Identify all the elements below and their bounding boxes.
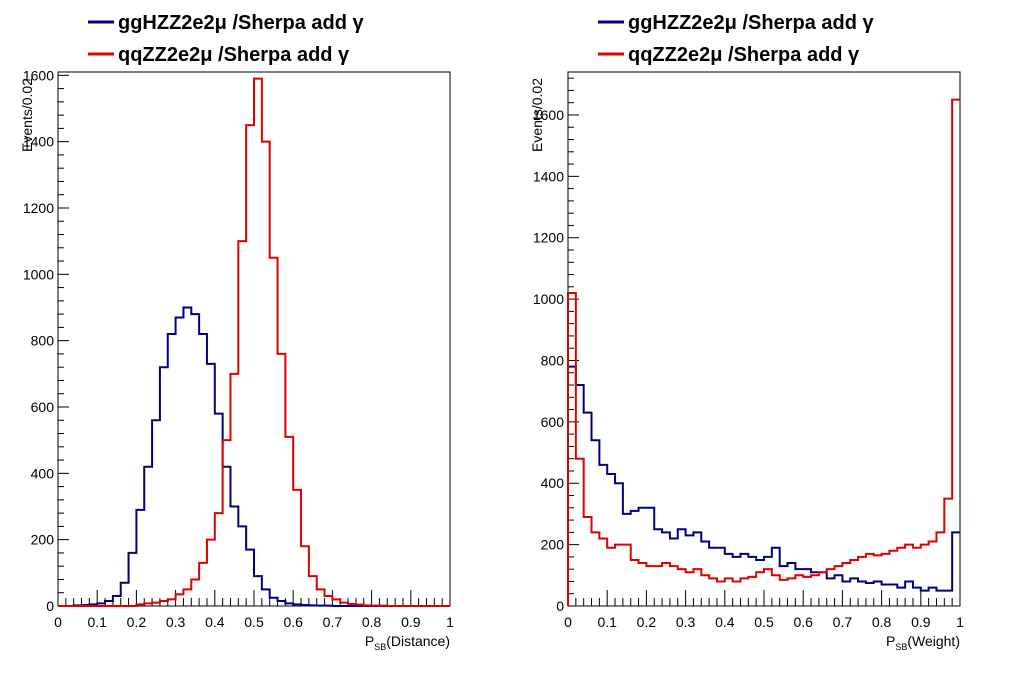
- legend-label: ggHZZ2e2μ /Sherpa add γ: [118, 12, 365, 34]
- plot-frame: [57, 71, 451, 607]
- x-axis-title-suffix: (Distance): [386, 633, 450, 649]
- x-tick-label: 0.2: [637, 614, 657, 630]
- x-tick-label: 0.8: [362, 614, 382, 630]
- histogram-series-1: [567, 365, 960, 606]
- x-tick-label: 0.3: [166, 614, 186, 630]
- x-tick-label: 0.4: [205, 614, 225, 630]
- x-tick-label: 0: [564, 614, 572, 630]
- x-tick-label: 0.8: [872, 614, 892, 630]
- x-axis-title-main: P: [365, 633, 374, 649]
- x-tick-label: 0.7: [323, 614, 343, 630]
- y-tick-label: 0: [556, 598, 564, 614]
- x-axis-title: PSB(Weight): [886, 633, 960, 652]
- x-tick-label: 0.9: [401, 614, 421, 630]
- x-axis-title-suffix: (Weight): [907, 633, 960, 649]
- x-tick-label: 0.5: [754, 614, 774, 630]
- right-histogram-panel: 0 0.1 0.2 0.3 0.4 0.5 0.6 0.7 0.8 0.9 1 0 200 400 600 8…: [529, 12, 964, 652]
- x-tick-label: 0.6: [283, 614, 303, 630]
- y-tick-label: 1600: [23, 67, 54, 83]
- x-tick-label: 0.1: [87, 614, 107, 630]
- x-tick-label: 0: [54, 614, 62, 630]
- y-tick-label: 800: [31, 333, 55, 349]
- y-tick-label: 800: [541, 352, 565, 368]
- y-tick-label: 1200: [533, 230, 564, 246]
- x-tick-label: 0.1: [597, 614, 617, 630]
- x-tick-label: 0.6: [793, 614, 813, 630]
- y-tick-label: 1600: [533, 107, 564, 123]
- y-tick-label: 1400: [23, 134, 54, 150]
- x-axis-title-subscript: SB: [374, 642, 386, 652]
- y-tick-label: 200: [541, 537, 565, 553]
- histogram-series-2: [567, 98, 960, 606]
- y-axis-title: Events/0.02: [19, 78, 35, 152]
- y-tick-label: 600: [541, 414, 565, 430]
- y-tick-label: 1200: [23, 200, 54, 216]
- legend-label: qqZZ2e2μ /Sherpa add γ: [118, 44, 350, 66]
- y-tick-label: 600: [31, 399, 55, 415]
- y-tick-label: 1000: [23, 266, 54, 282]
- y-tick-label: 400: [541, 475, 565, 491]
- y-tick-label: 1400: [533, 168, 564, 184]
- x-tick-label: 1: [446, 614, 454, 630]
- left-histogram-panel: 0 0.1 0.2 0.3 0.4 0.5 0.6 0.7 0.8 0.9 1 0 200 400 600 8…: [19, 12, 454, 652]
- legend-label: qqZZ2e2μ /Sherpa add γ: [628, 44, 860, 66]
- x-tick-label: 0.7: [833, 614, 853, 630]
- y-tick-label: 200: [31, 532, 55, 548]
- y-tick-label: 1000: [533, 291, 564, 307]
- x-tick-label: 0.2: [127, 614, 147, 630]
- x-axis-title: PSB(Distance): [365, 633, 450, 652]
- x-axis-title-subscript: SB: [895, 642, 907, 652]
- y-axis-title: Events/0.02: [529, 78, 545, 152]
- x-tick-label: 1: [956, 614, 964, 630]
- histogram-series-1: [58, 306, 450, 607]
- histogram-series-2: [58, 77, 450, 607]
- y-tick-label: 400: [31, 465, 55, 481]
- x-axis-title-main: P: [886, 633, 895, 649]
- legend-label: ggHZZ2e2μ /Sherpa add γ: [628, 12, 875, 34]
- y-tick-label: 0: [46, 598, 54, 614]
- x-tick-label: 0.5: [244, 614, 264, 630]
- x-tick-label: 0.3: [676, 614, 696, 630]
- x-tick-label: 0.4: [715, 614, 735, 630]
- plot-frame: [567, 71, 961, 607]
- x-tick-label: 0.9: [911, 614, 931, 630]
